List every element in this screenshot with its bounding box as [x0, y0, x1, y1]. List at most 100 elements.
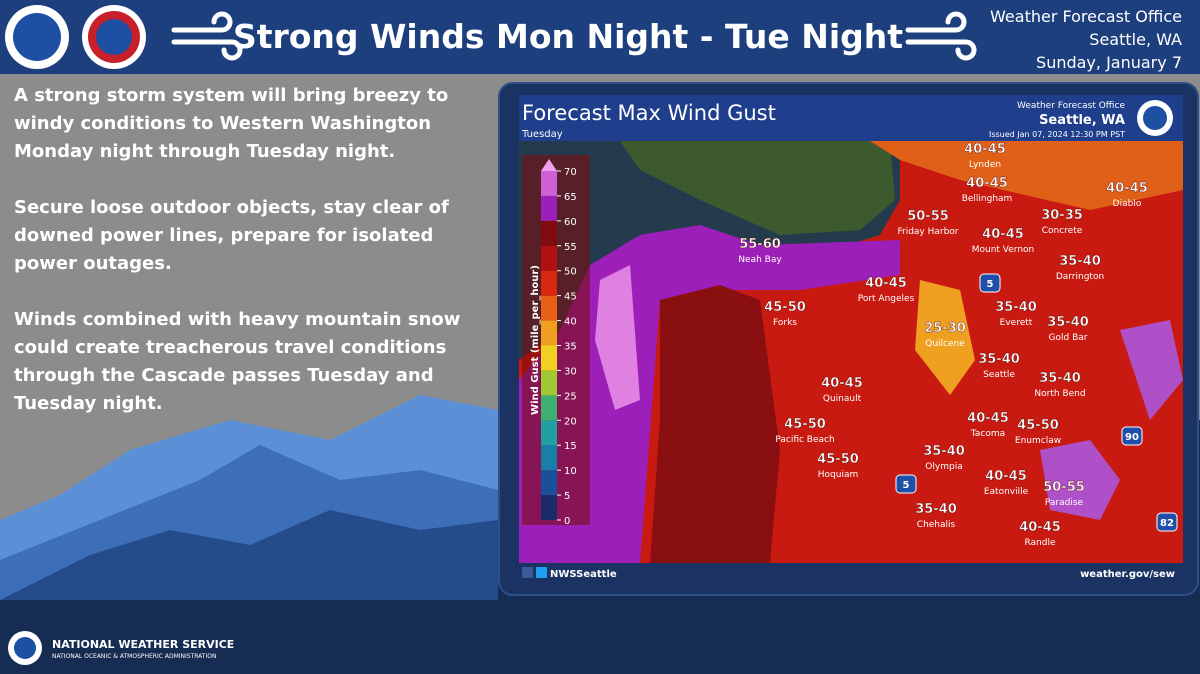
- gust-zone: [1120, 320, 1183, 420]
- map-header: [519, 95, 1183, 141]
- gust-zone: [870, 141, 1183, 210]
- highway-shield: [979, 273, 1001, 293]
- highway-shield: [1156, 512, 1178, 532]
- gust-range: 45-50: [1017, 418, 1059, 433]
- place-name: Friday Harbor: [897, 227, 958, 237]
- gust-range: 45-50: [784, 417, 826, 432]
- footer-parent: NATIONAL OCEANIC & ATMOSPHERIC ADMINISTR…: [52, 653, 216, 660]
- legend-tick-label: 65: [564, 192, 577, 203]
- gust-range: 25-30: [924, 321, 966, 336]
- place-name: Randle: [1024, 538, 1055, 548]
- gust-range: 45-50: [764, 300, 806, 315]
- legend-tick-label: 25: [564, 391, 577, 402]
- place-name: Quilcene: [925, 339, 965, 349]
- gust-range: 40-45: [985, 469, 1027, 484]
- legend-swatch: [541, 495, 557, 520]
- title: Strong Winds Mon Night - Tue Night: [233, 17, 903, 56]
- legend-swatch: [541, 345, 557, 371]
- social: NWSSeattle: [550, 569, 617, 580]
- paragraph: Secure loose outdoor objects, stay clear…: [14, 197, 449, 274]
- legend-tick-label: 15: [564, 441, 577, 452]
- location: Seattle, WA: [1089, 30, 1182, 49]
- place-name: Port Angeles: [858, 294, 915, 304]
- gust-range: 50-55: [1043, 480, 1085, 495]
- noaa-logo: [13, 13, 61, 61]
- place-name: Neah Bay: [738, 255, 782, 265]
- legend-swatch: [541, 395, 557, 421]
- office: Weather Forecast Office: [990, 7, 1182, 26]
- gust-range: 40-45: [1106, 181, 1148, 196]
- legend-swatch: [541, 295, 557, 321]
- place-name: Forks: [773, 318, 797, 328]
- highway-number: 5: [903, 480, 910, 491]
- legend-tick-label: 10: [564, 466, 577, 477]
- nws-logo: [1143, 106, 1167, 130]
- place-name: Gold Bar: [1049, 333, 1088, 343]
- place-name: Tacoma: [970, 429, 1005, 439]
- gust-zone: [1040, 440, 1120, 520]
- map-issued: Issued Jan 07, 2024 12:30 PM PST: [989, 130, 1125, 139]
- place-name: Enumclaw: [1015, 436, 1061, 446]
- twitter-icon: [536, 567, 547, 578]
- gust-range: 35-40: [1039, 371, 1081, 386]
- legend-swatch: [541, 220, 557, 246]
- gust-range: 30-35: [1041, 208, 1083, 223]
- legend-swatch: [541, 270, 557, 296]
- legend: 0 5 10 15 20 25 30 35 40 45 50 55 60 65 70: [541, 159, 577, 527]
- body-text: A strong storm system will bring breezy …: [14, 82, 494, 446]
- nws-logo: [96, 19, 132, 55]
- legend-tick-label: 70: [564, 167, 577, 178]
- map-footer: [519, 563, 1183, 583]
- gust-range: 40-45: [865, 276, 907, 291]
- place-name: Eatonville: [984, 487, 1029, 497]
- place-name: Chehalis: [917, 520, 956, 530]
- footer-agency: NATIONAL WEATHER SERVICE: [52, 638, 234, 651]
- place-name: Bellingham: [962, 194, 1013, 204]
- legend-tick-label: 30: [564, 366, 577, 377]
- gust-zone: [595, 265, 640, 410]
- gust-range: 40-45: [982, 227, 1024, 242]
- place-name: Mount Vernon: [972, 245, 1035, 255]
- place-name: Paradise: [1045, 498, 1084, 508]
- date: Sunday, January 7: [1036, 53, 1182, 72]
- legend-swatch: [541, 420, 557, 446]
- gust-range: 40-45: [967, 411, 1009, 426]
- nws-logo: [14, 637, 36, 659]
- gust-range: 35-40: [915, 502, 957, 517]
- legend-tick-label: 35: [564, 342, 577, 353]
- paragraph: A strong storm system will bring breezy …: [14, 85, 449, 162]
- highway-number: 90: [1125, 432, 1139, 443]
- legend-tick-label: 20: [564, 416, 577, 427]
- map-title: Forecast Max Wind Gust: [522, 101, 776, 125]
- legend-tick-label: 60: [564, 217, 577, 228]
- place-name: Diablo: [1113, 199, 1142, 209]
- facebook-icon: [522, 567, 533, 578]
- place-labels: 40-45 Lynden 40-45 Bellingham 40-45 Diablo 50-…: [738, 142, 1178, 548]
- highway-shield: [1121, 426, 1143, 446]
- legend-tick-label: 40: [564, 317, 577, 328]
- highway-shield: [895, 474, 917, 494]
- place-name: Olympia: [925, 462, 962, 472]
- gust-range: 35-40: [978, 352, 1020, 367]
- map-location: Seattle, WA: [1039, 113, 1125, 128]
- gust-range: 40-45: [964, 142, 1006, 157]
- highway-number: 82: [1160, 518, 1174, 529]
- map-day: Tuesday: [521, 129, 563, 140]
- legend-label: Wind Gust (mile_per_hour): [530, 265, 541, 415]
- legend-swatch: [541, 470, 557, 496]
- highway-number: 5: [987, 279, 994, 290]
- legend-tick-label: 55: [564, 242, 577, 253]
- gust-range: 35-40: [1059, 254, 1101, 269]
- wind-icon: [171, 11, 977, 61]
- url: weather.gov/sew: [1080, 569, 1175, 580]
- legend-swatch: [541, 195, 557, 221]
- legend-arrow: [541, 159, 557, 171]
- legend-tick-label: 0: [564, 516, 570, 527]
- gust-range: 40-45: [966, 176, 1008, 191]
- place-name: Darrington: [1056, 272, 1104, 282]
- place-name: Seattle: [983, 370, 1015, 380]
- legend-swatch: [541, 171, 557, 196]
- legend-swatch: [541, 245, 557, 271]
- place-name: Pacific Beach: [775, 435, 834, 445]
- place-name: Lynden: [969, 160, 1001, 170]
